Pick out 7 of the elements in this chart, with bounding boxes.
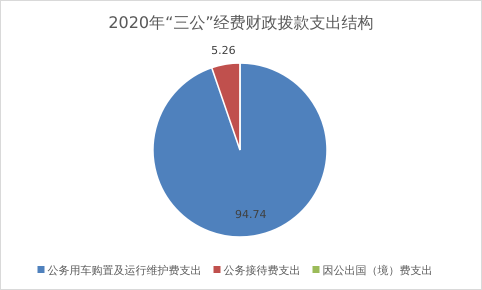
legend-label: 因公出国（境）费支出 xyxy=(322,264,432,277)
legend-label: 公务用车购置及运行维护费支出 xyxy=(48,264,202,277)
data-label: 94.74 xyxy=(234,208,266,222)
legend-label: 公务接待费支出 xyxy=(224,264,300,277)
chart-title: 2020年“三公”经费财政拨款支出结构 xyxy=(108,13,374,32)
data-label: 5.26 xyxy=(211,44,236,58)
pie-slice xyxy=(152,62,328,238)
